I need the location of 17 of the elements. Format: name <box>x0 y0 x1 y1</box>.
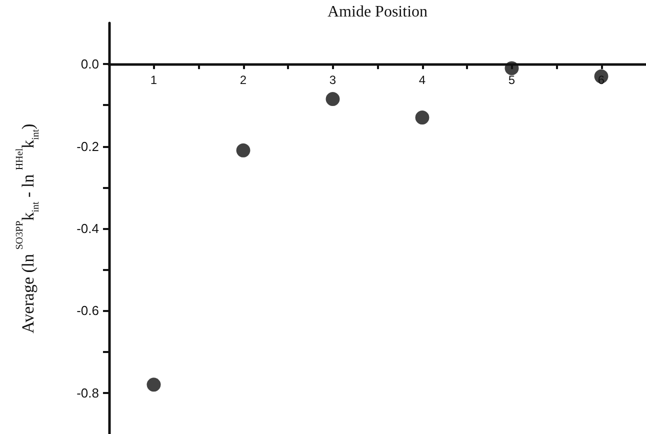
x-tick-label: 5 <box>508 73 516 88</box>
point <box>504 61 519 76</box>
text: Average (ln SO3PPkint - ln HHelkint) <box>14 124 42 334</box>
y-tick-label: -0.4 <box>76 221 99 236</box>
point <box>146 378 161 392</box>
y-tick-label: -0.6 <box>76 303 99 318</box>
point <box>415 110 430 125</box>
y-tick-label: -0.2 <box>76 138 99 154</box>
x-tick-label: 1 <box>150 73 158 88</box>
x-tick-label: 2 <box>240 73 247 88</box>
point <box>326 92 340 106</box>
x-tick-label: 3 <box>329 73 336 88</box>
y-tick-label: -0.8 <box>76 385 99 400</box>
point <box>236 143 250 158</box>
x-axis-title: Amide Position <box>327 4 428 20</box>
x-tick-label: 4 <box>418 73 426 88</box>
y-tick-label: 0.0 <box>80 56 99 72</box>
